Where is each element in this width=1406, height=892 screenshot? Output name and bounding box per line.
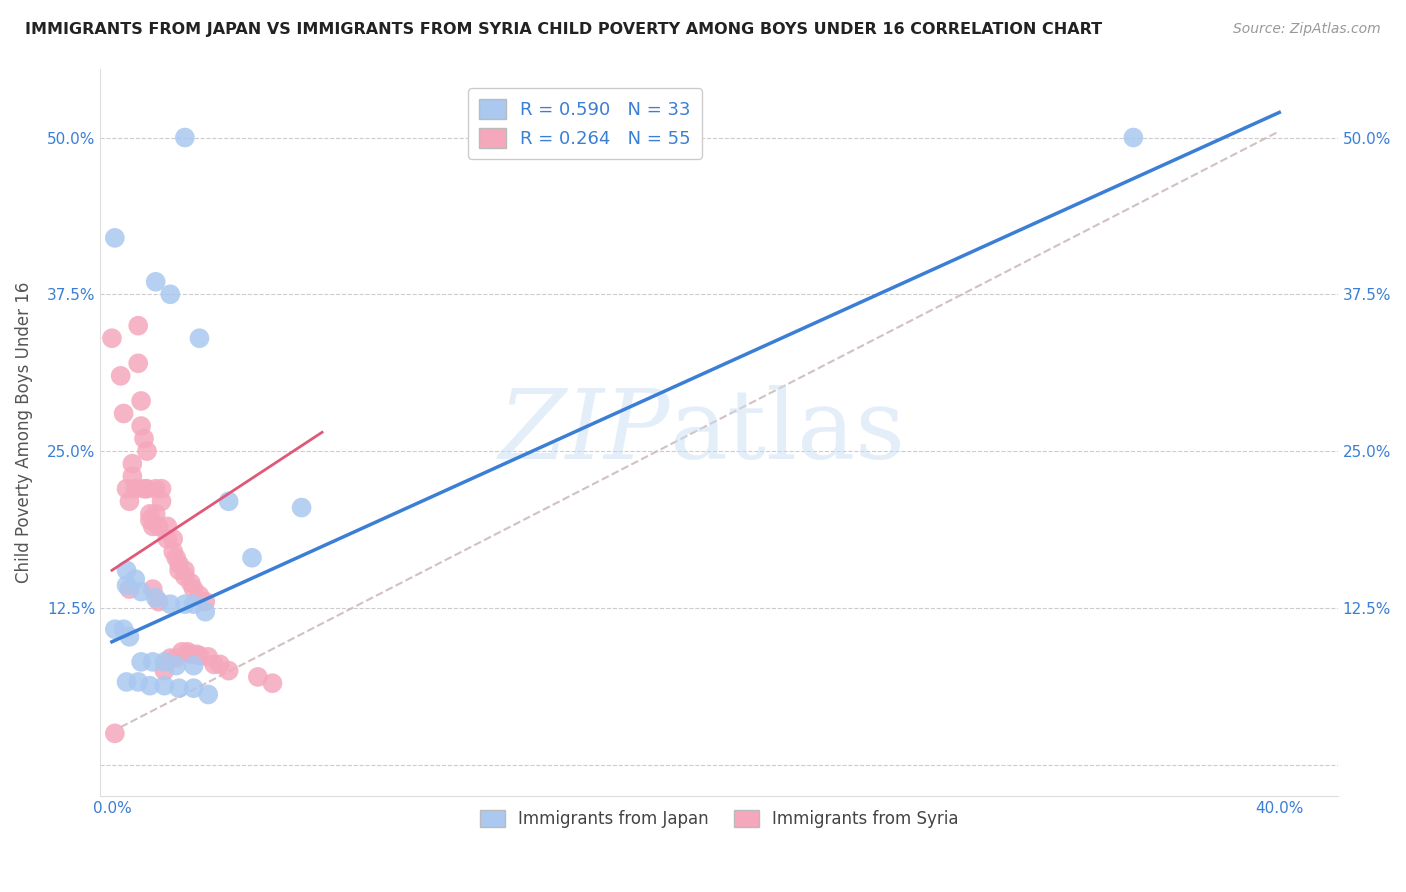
Point <box>118 582 141 596</box>
Point <box>124 572 146 586</box>
Point <box>121 457 143 471</box>
Point <box>153 679 176 693</box>
Point <box>197 649 219 664</box>
Point <box>129 655 152 669</box>
Point <box>291 500 314 515</box>
Point <box>145 482 167 496</box>
Point <box>112 407 135 421</box>
Point <box>127 356 149 370</box>
Point <box>145 591 167 605</box>
Point <box>165 651 187 665</box>
Point <box>183 681 205 696</box>
Point <box>183 582 205 596</box>
Point <box>167 557 190 571</box>
Point <box>139 513 162 527</box>
Point <box>246 670 269 684</box>
Point <box>188 588 211 602</box>
Point <box>173 597 195 611</box>
Point <box>180 575 202 590</box>
Point <box>142 655 165 669</box>
Point <box>218 664 240 678</box>
Point <box>150 482 173 496</box>
Point <box>156 519 179 533</box>
Point <box>145 275 167 289</box>
Point <box>148 594 170 608</box>
Point <box>112 622 135 636</box>
Point <box>186 648 208 662</box>
Point <box>127 318 149 333</box>
Point <box>110 368 132 383</box>
Point <box>136 444 159 458</box>
Legend: Immigrants from Japan, Immigrants from Syria: Immigrants from Japan, Immigrants from S… <box>472 804 965 835</box>
Point <box>129 584 152 599</box>
Point <box>129 419 152 434</box>
Point <box>121 469 143 483</box>
Point <box>173 569 195 583</box>
Point <box>132 432 155 446</box>
Point <box>162 532 184 546</box>
Text: atlas: atlas <box>669 385 905 479</box>
Point <box>142 519 165 533</box>
Point <box>183 658 205 673</box>
Point <box>159 287 181 301</box>
Point <box>115 675 138 690</box>
Point <box>262 676 284 690</box>
Point <box>118 630 141 644</box>
Text: Source: ZipAtlas.com: Source: ZipAtlas.com <box>1233 22 1381 37</box>
Point <box>197 688 219 702</box>
Point <box>177 645 200 659</box>
Point <box>118 494 141 508</box>
Point <box>153 664 176 678</box>
Point <box>104 231 127 245</box>
Point <box>173 130 195 145</box>
Point <box>208 657 231 672</box>
Point <box>173 563 195 577</box>
Point <box>115 563 138 577</box>
Point <box>159 651 181 665</box>
Point <box>127 675 149 690</box>
Point <box>202 657 225 672</box>
Text: IMMIGRANTS FROM JAPAN VS IMMIGRANTS FROM SYRIA CHILD POVERTY AMONG BOYS UNDER 16: IMMIGRANTS FROM JAPAN VS IMMIGRANTS FROM… <box>25 22 1102 37</box>
Point <box>132 482 155 496</box>
Point <box>183 597 205 611</box>
Point <box>104 622 127 636</box>
Point <box>162 544 184 558</box>
Point <box>101 331 124 345</box>
Point <box>115 482 138 496</box>
Point <box>180 648 202 662</box>
Y-axis label: Child Poverty Among Boys Under 16: Child Poverty Among Boys Under 16 <box>15 282 32 583</box>
Point <box>156 532 179 546</box>
Point <box>104 726 127 740</box>
Point <box>165 550 187 565</box>
Point <box>145 507 167 521</box>
Point <box>153 655 176 669</box>
Point <box>136 482 159 496</box>
Point <box>188 648 211 663</box>
Point <box>218 494 240 508</box>
Point <box>188 331 211 345</box>
Point <box>115 578 138 592</box>
Point <box>142 582 165 596</box>
Point <box>129 393 152 408</box>
Point <box>150 494 173 508</box>
Point <box>194 605 217 619</box>
Point <box>165 658 187 673</box>
Point <box>159 597 181 611</box>
Point <box>170 645 193 659</box>
Point <box>194 594 217 608</box>
Text: ZIP: ZIP <box>498 385 669 479</box>
Point <box>1122 130 1144 145</box>
Point <box>167 563 190 577</box>
Point <box>167 681 190 696</box>
Point <box>139 679 162 693</box>
Point <box>124 482 146 496</box>
Point <box>139 507 162 521</box>
Point <box>240 550 263 565</box>
Point <box>148 519 170 533</box>
